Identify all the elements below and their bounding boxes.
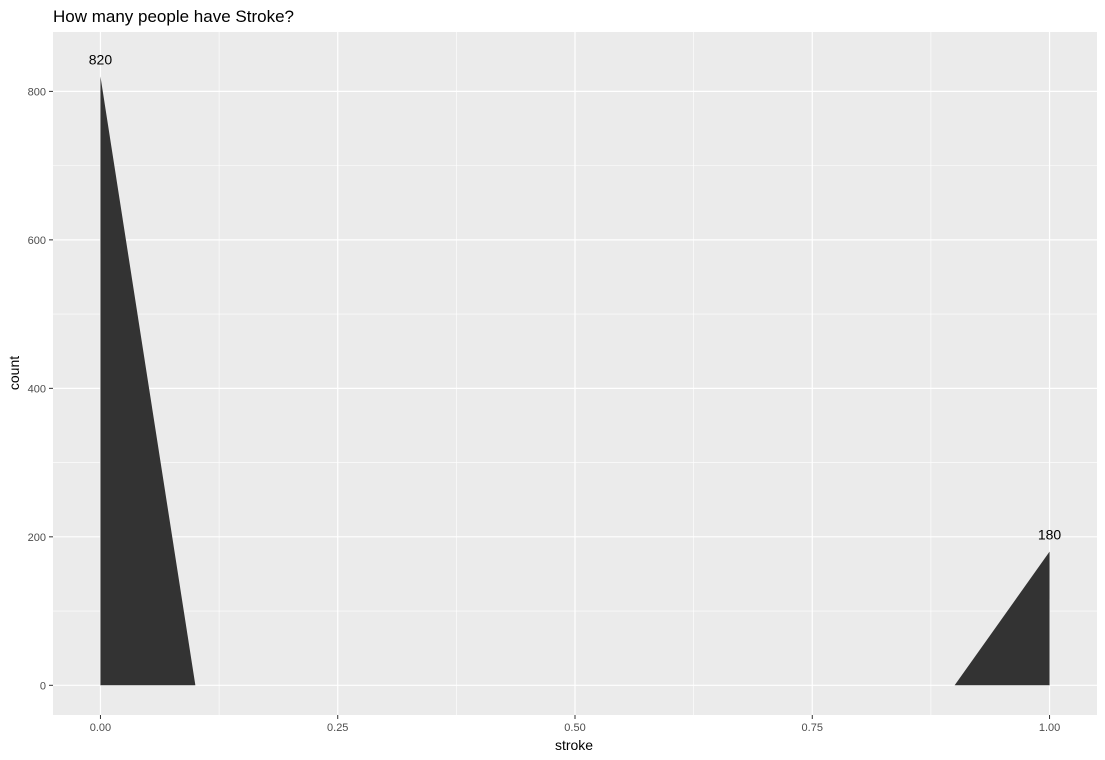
area-series xyxy=(100,76,1050,686)
y-tick-label: 200 xyxy=(28,532,46,544)
data-label-0: 820 xyxy=(89,52,113,68)
x-tick-label: 0.50 xyxy=(564,722,585,734)
area-shape-0 xyxy=(100,76,196,686)
x-tick-label: 1.00 xyxy=(1039,722,1060,734)
y-tick-label: 800 xyxy=(28,86,46,98)
y-tick-label: 0 xyxy=(40,680,46,692)
y-axis-ticks: 0 200 400 600 800 xyxy=(28,86,53,692)
x-tick-label: 0.25 xyxy=(327,722,348,734)
data-labels: 820 180 xyxy=(89,52,1062,543)
x-tick-label: 0.00 xyxy=(90,722,111,734)
area-shape-1 xyxy=(954,551,1050,686)
data-label-1: 180 xyxy=(1038,527,1062,543)
x-tick-label: 0.75 xyxy=(802,722,823,734)
y-axis-label: count xyxy=(6,356,22,390)
y-tick-label: 400 xyxy=(28,383,46,395)
y-tick-label: 600 xyxy=(28,235,46,247)
x-axis-ticks: 0.00 0.25 0.50 0.75 1.00 xyxy=(90,715,1060,734)
chart-title: How many people have Stroke? xyxy=(53,7,294,26)
x-axis-label: stroke xyxy=(555,737,593,753)
